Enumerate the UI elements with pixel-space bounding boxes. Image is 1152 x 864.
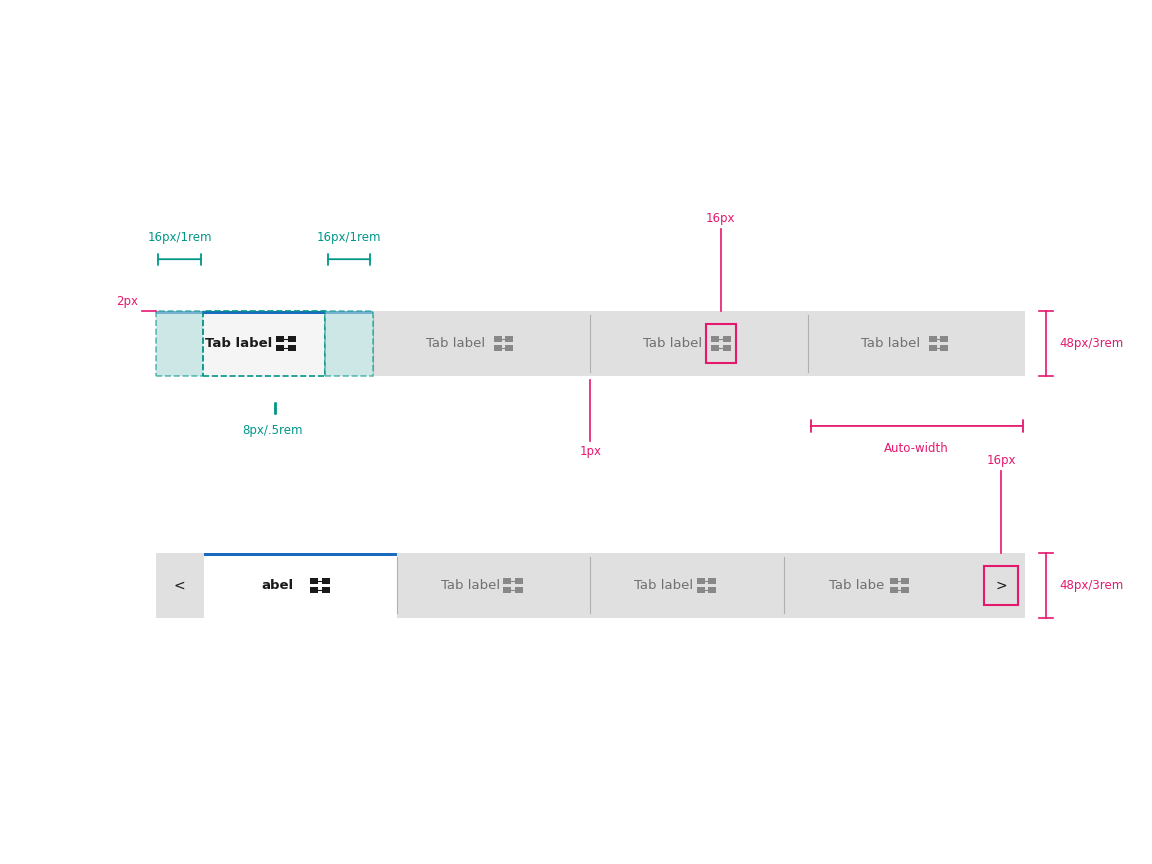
- Bar: [977, 553, 1025, 618]
- Text: 16px: 16px: [706, 212, 736, 225]
- Text: Tab labe: Tab labe: [829, 579, 885, 592]
- Bar: [156, 311, 373, 314]
- Text: Tab label: Tab label: [205, 337, 272, 350]
- Bar: [288, 336, 296, 342]
- Text: Auto-width: Auto-width: [885, 442, 949, 454]
- Bar: [373, 311, 590, 376]
- Bar: [156, 311, 204, 376]
- Bar: [156, 553, 1025, 618]
- Text: 1px: 1px: [579, 445, 601, 458]
- Bar: [310, 578, 318, 584]
- Text: Tab label: Tab label: [644, 337, 703, 350]
- Bar: [310, 587, 318, 593]
- Bar: [156, 311, 373, 376]
- Bar: [397, 553, 590, 618]
- Text: Tab label: Tab label: [861, 337, 920, 350]
- Bar: [503, 578, 511, 584]
- Bar: [722, 336, 730, 342]
- Text: 16px: 16px: [986, 454, 1016, 467]
- Bar: [325, 311, 373, 376]
- Bar: [901, 578, 909, 584]
- Bar: [321, 578, 329, 584]
- Bar: [156, 311, 1025, 376]
- Bar: [276, 336, 285, 342]
- Bar: [889, 587, 897, 593]
- Text: <: <: [174, 578, 185, 593]
- Text: Tab label: Tab label: [635, 579, 694, 592]
- Bar: [929, 345, 937, 351]
- Bar: [783, 553, 977, 618]
- Bar: [204, 311, 325, 376]
- Text: 48px/3rem: 48px/3rem: [1060, 337, 1124, 350]
- Text: 8px/.5rem: 8px/.5rem: [242, 424, 303, 437]
- Bar: [708, 578, 717, 584]
- Text: 16px/1rem: 16px/1rem: [147, 231, 212, 244]
- Bar: [901, 587, 909, 593]
- Bar: [204, 553, 397, 618]
- Bar: [288, 345, 296, 351]
- Bar: [708, 587, 717, 593]
- Text: Tab label: Tab label: [426, 337, 485, 350]
- Bar: [711, 345, 719, 351]
- Bar: [276, 345, 285, 351]
- Bar: [590, 311, 808, 376]
- Bar: [493, 336, 501, 342]
- Bar: [706, 324, 736, 363]
- Bar: [889, 578, 897, 584]
- Bar: [722, 345, 730, 351]
- Bar: [493, 345, 501, 351]
- Text: >: >: [995, 578, 1007, 593]
- Bar: [505, 336, 513, 342]
- Text: Tab label: Tab label: [441, 579, 500, 592]
- Bar: [697, 578, 705, 584]
- Bar: [204, 553, 397, 556]
- Text: 48px/3rem: 48px/3rem: [1060, 579, 1124, 592]
- Bar: [940, 345, 948, 351]
- Bar: [515, 578, 523, 584]
- Bar: [515, 587, 523, 593]
- Bar: [590, 553, 783, 618]
- Bar: [505, 345, 513, 351]
- Text: abel: abel: [262, 579, 294, 592]
- Bar: [697, 587, 705, 593]
- Bar: [929, 336, 937, 342]
- Bar: [940, 336, 948, 342]
- Bar: [808, 311, 1025, 376]
- Text: 16px/1rem: 16px/1rem: [317, 231, 381, 244]
- Bar: [984, 566, 1018, 605]
- Bar: [711, 336, 719, 342]
- Bar: [156, 553, 204, 618]
- Bar: [321, 587, 329, 593]
- Bar: [503, 587, 511, 593]
- Text: 2px: 2px: [116, 295, 138, 308]
